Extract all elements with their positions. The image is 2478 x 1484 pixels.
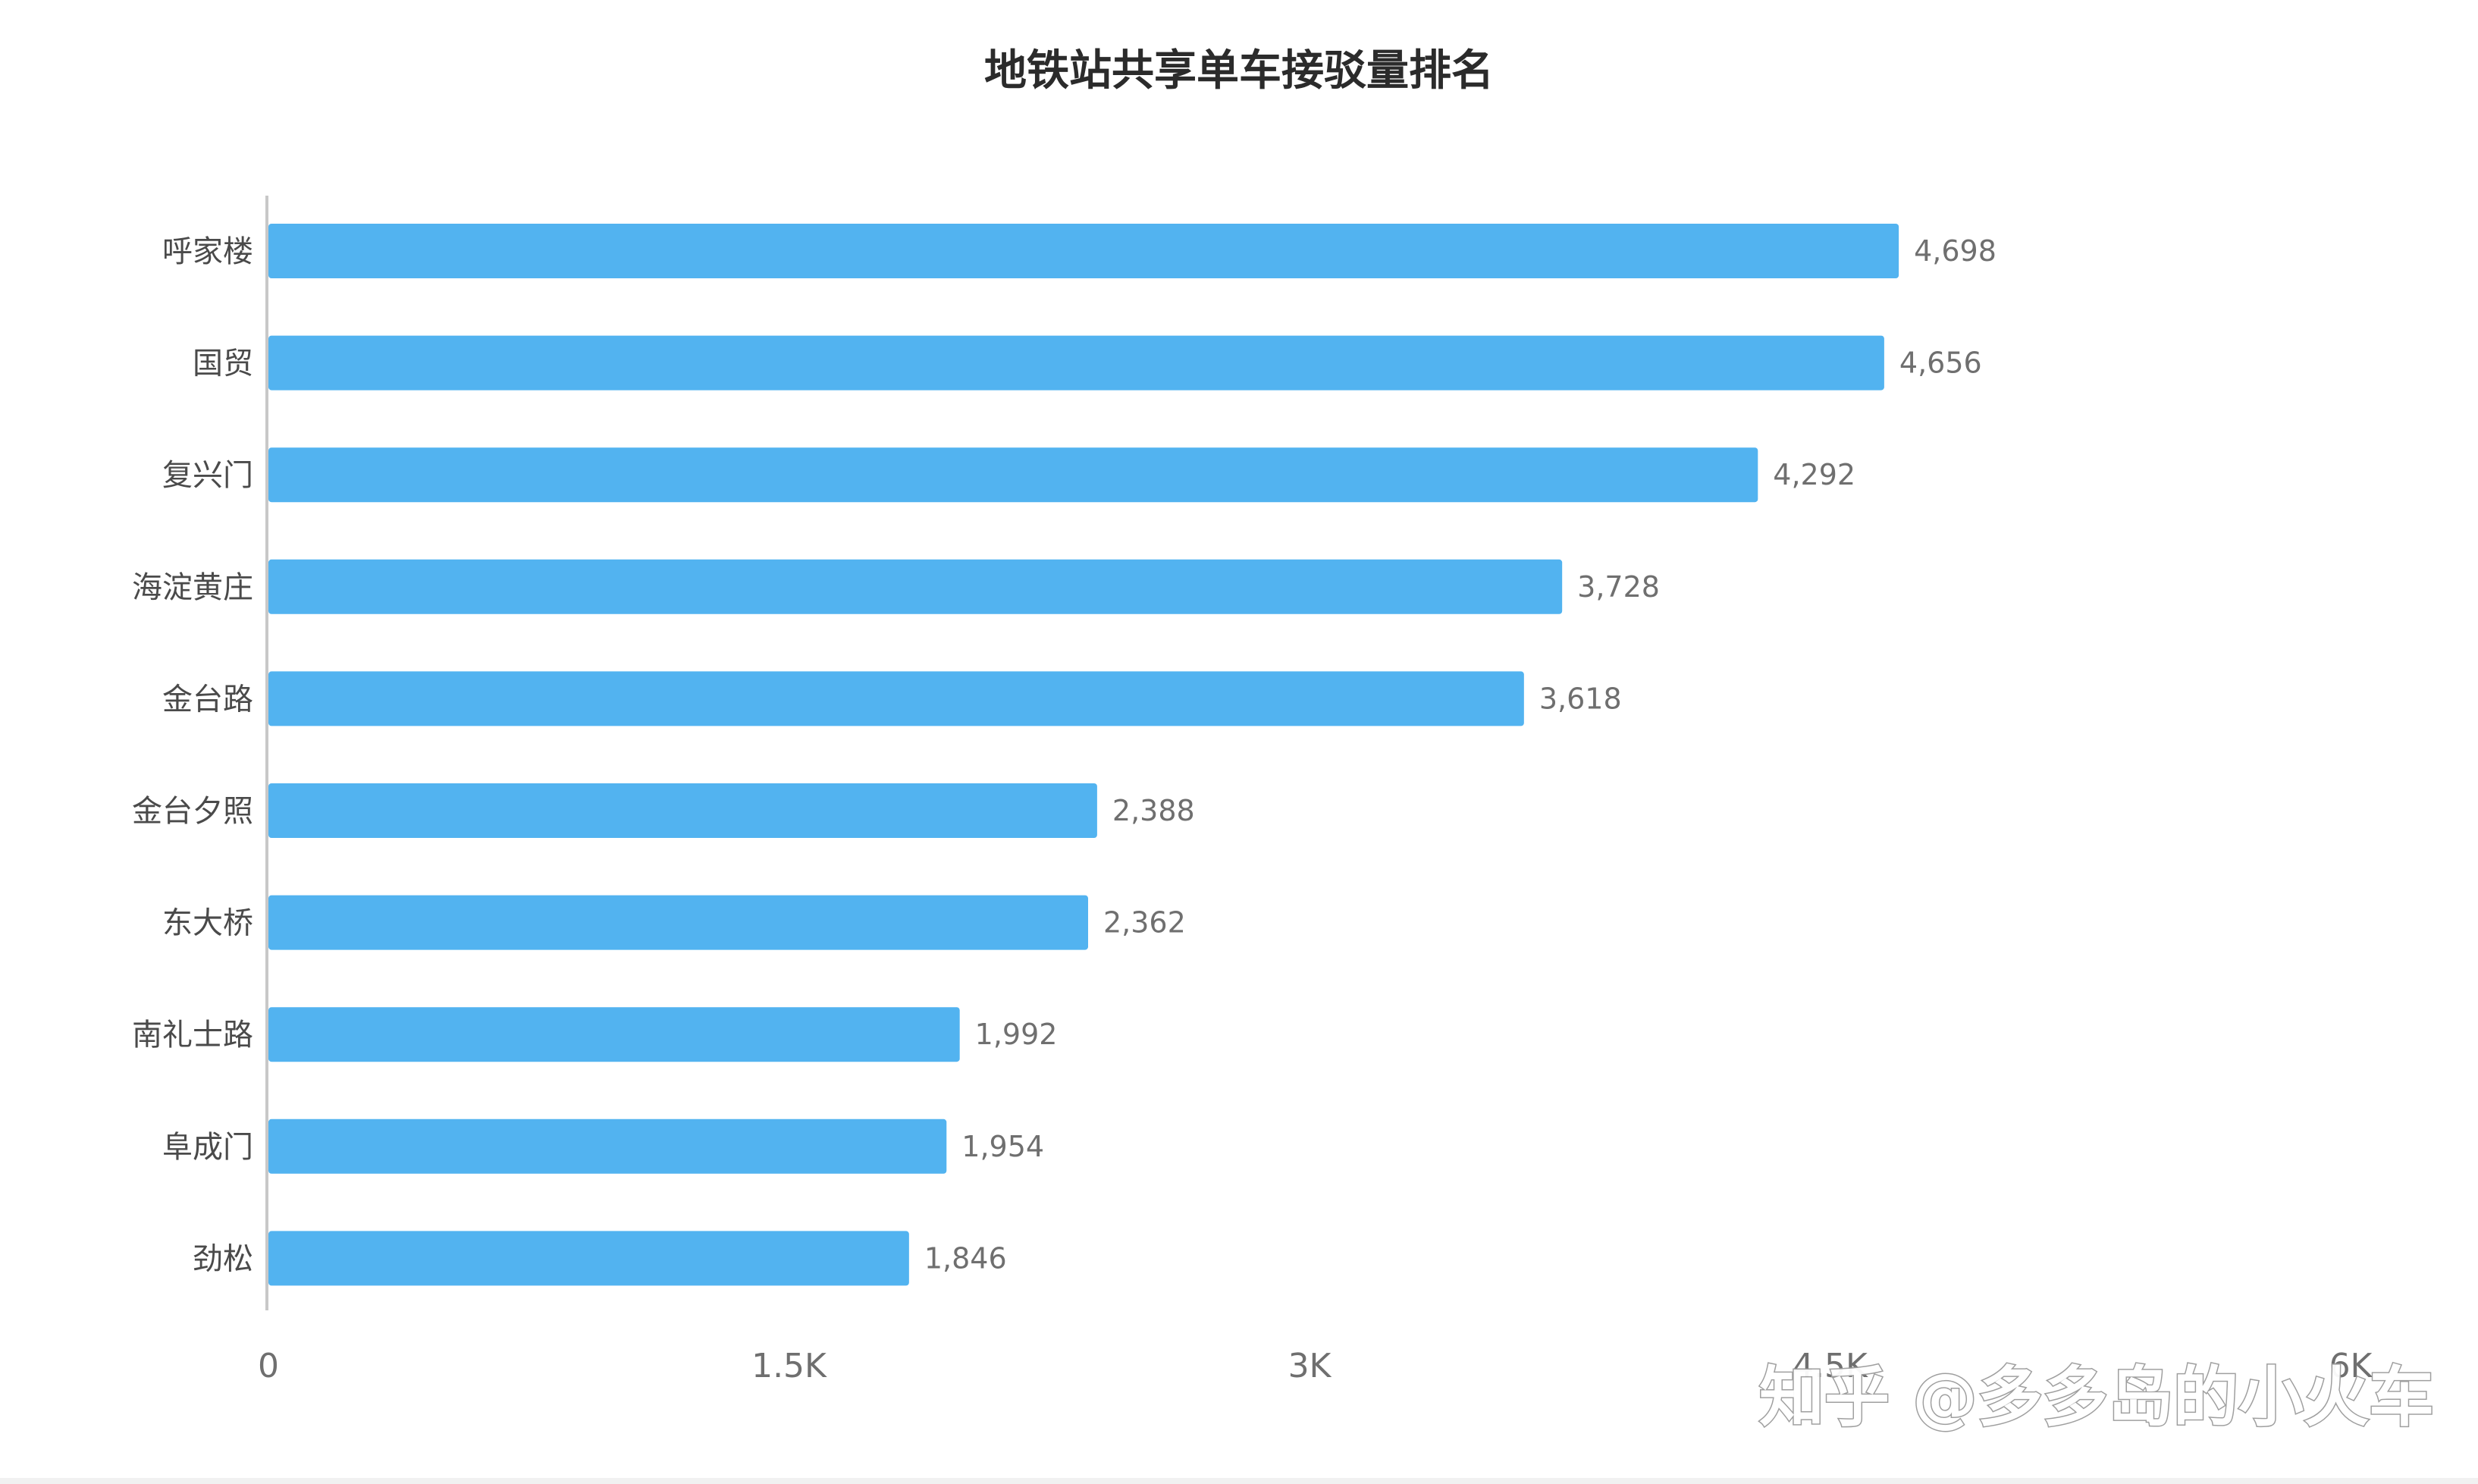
bar [268,447,1758,503]
x-axis-ticks: 0 1.5K 3K 4.5K 6K [258,1347,2373,1385]
value-label: 4,292 [1773,458,1855,491]
x-tick-label: 6K [2329,1347,2373,1385]
category-label: 金台路 [162,682,253,717]
bar [268,1007,960,1062]
bar [268,559,1563,614]
bar [268,895,1089,950]
category-label: 呼家楼 [162,234,253,269]
category-label: 国贸 [193,347,253,381]
value-label: 1,846 [924,1241,1007,1275]
category-label: 劲松 [193,1241,253,1276]
value-label: 3,728 [1577,570,1660,604]
value-label: 2,362 [1103,906,1186,940]
x-tick-label: 0 [258,1347,279,1385]
value-label: 1,992 [975,1018,1058,1051]
bottom-divider [0,1478,2478,1484]
category-label: 南礼士路 [132,1018,253,1053]
bar [268,224,1899,278]
chart-title: 地铁站共享单车接驳量排名 [984,46,1494,96]
x-tick-label: 4.5K [1793,1347,1868,1385]
category-label: 东大桥 [162,906,253,941]
bar [268,783,1097,838]
category-label: 复兴门 [162,458,253,493]
bar [268,671,1524,726]
value-label: 4,698 [1914,234,1997,268]
value-label: 1,954 [961,1130,1044,1163]
bar [268,1231,909,1286]
category-label: 阜成门 [162,1130,253,1165]
value-label: 2,388 [1112,794,1195,827]
bar [268,1118,947,1174]
category-label: 海淀黄庄 [132,570,253,605]
value-label: 4,656 [1899,347,1982,380]
value-label: 3,618 [1539,682,1622,715]
bars-group: 呼家楼 4,698 国贸 4,656 复兴门 4,292 海淀黄庄 3,728 金台路 3,618… [132,224,1997,1286]
category-label: 金台夕照 [132,794,253,829]
x-tick-label: 3K [1288,1347,1332,1385]
bar [268,335,1884,391]
watermark: 知乎 @多多岛的小火车 [1759,1360,2434,1435]
x-tick-label: 1.5K [751,1347,827,1385]
